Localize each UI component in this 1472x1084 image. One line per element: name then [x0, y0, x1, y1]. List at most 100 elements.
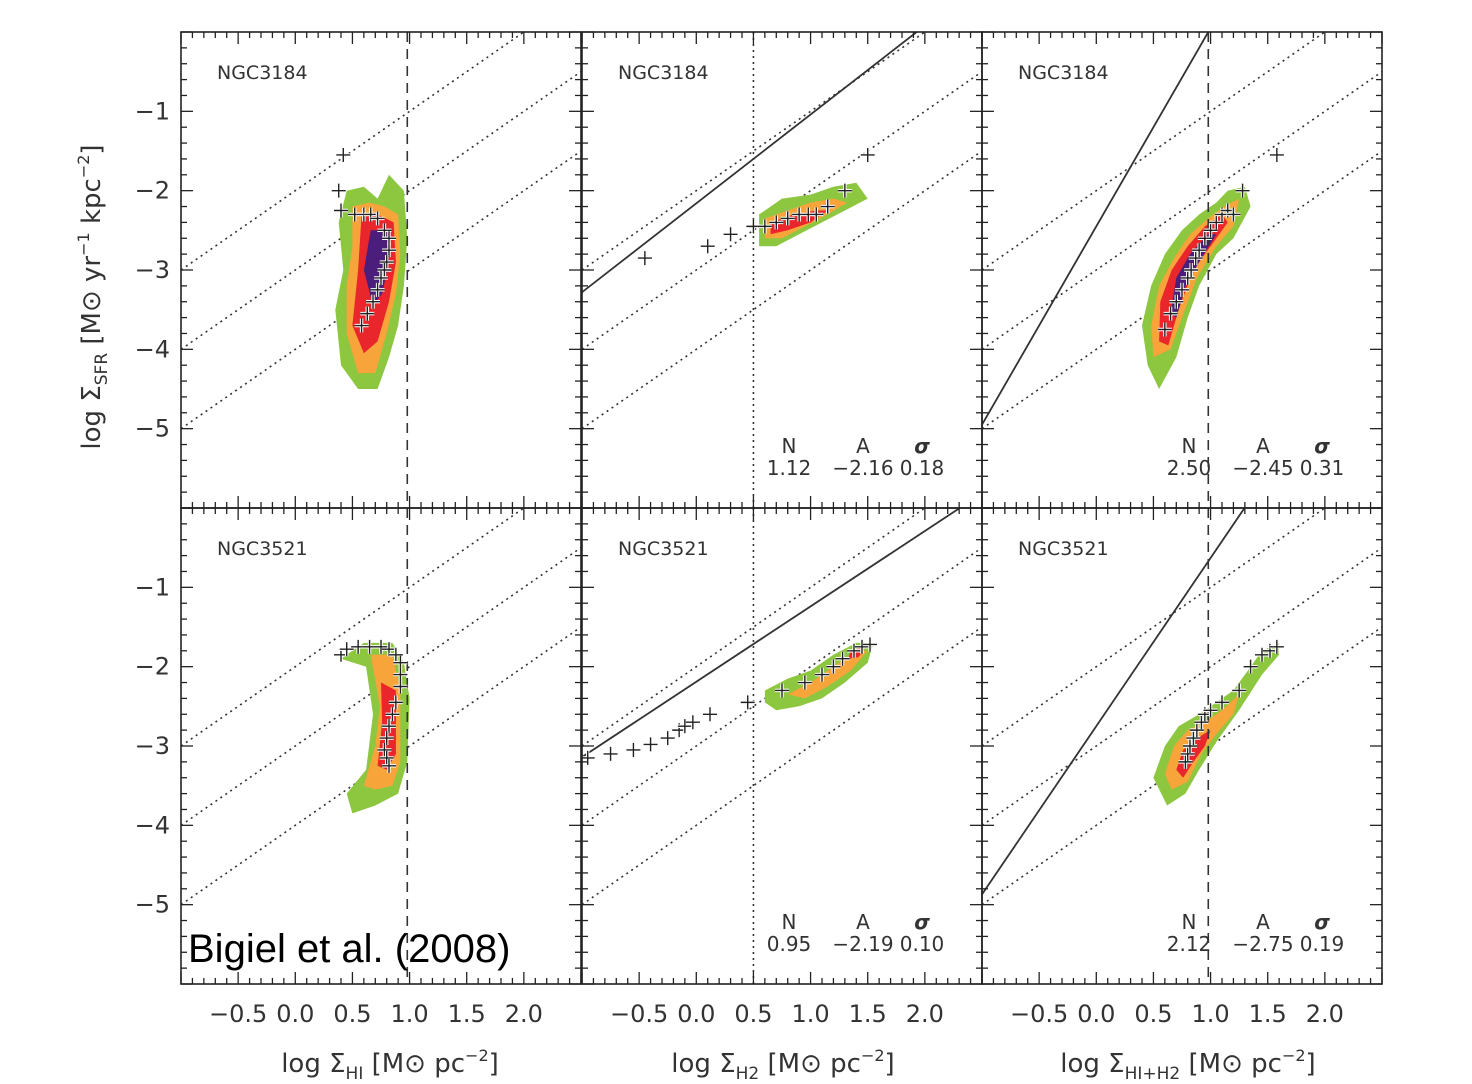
data-point — [393, 655, 408, 670]
data-point — [863, 637, 877, 652]
data-point — [1215, 695, 1229, 710]
galaxy-name-label: NGC3521 — [1018, 538, 1109, 560]
x-tick-label: 0.0 — [276, 1000, 314, 1028]
data-point — [1188, 251, 1203, 266]
data-point — [1157, 322, 1172, 337]
data-point — [1192, 243, 1207, 258]
x-tick-label: 0.5 — [333, 1000, 371, 1028]
x-tick-label: 0.5 — [734, 1000, 772, 1028]
data-point — [1203, 703, 1218, 718]
data-point — [382, 243, 396, 258]
data-point — [1175, 282, 1189, 297]
data-point — [1169, 294, 1184, 309]
data-point — [336, 147, 351, 162]
x-axis-title-1-sub: HI — [346, 1064, 364, 1084]
y-tick-label: −3 — [135, 732, 170, 760]
fit-header-sigma: σ — [1314, 434, 1330, 458]
data-point — [374, 270, 388, 285]
fit-header-n: N — [1182, 434, 1197, 458]
guide-line-1 — [982, 508, 1327, 747]
guide-line-3 — [582, 150, 982, 430]
fit-line — [582, 32, 919, 293]
data-point — [1184, 263, 1199, 277]
data-point — [740, 695, 755, 710]
data-point — [360, 306, 375, 321]
fit-value-a: −2.16 — [832, 456, 893, 480]
panel-r2c1: NGC3521 — [180, 507, 582, 985]
panel-plot-area — [181, 32, 581, 508]
data-point — [860, 147, 875, 162]
data-point — [801, 207, 816, 222]
x-axis-title-2-post: [M⊙ pc — [759, 1049, 861, 1079]
data-point — [385, 707, 400, 722]
data-point — [775, 683, 789, 698]
y-tick-label: −3 — [135, 256, 170, 284]
x-tick-label: −0.5 — [209, 1000, 267, 1028]
fit-header-a: A — [856, 910, 870, 934]
x-axis-title-2-end: ] — [885, 1049, 895, 1079]
data-point — [354, 318, 369, 333]
data-point — [1269, 147, 1284, 162]
data-point — [637, 251, 652, 266]
galaxy-name-label: NGC3184 — [1018, 62, 1109, 84]
y-tick-label: −5 — [135, 891, 170, 919]
x-axis-title-2: log ΣH2 [M⊙ pc−2] — [671, 1046, 894, 1084]
x-tick-label: 2.0 — [1306, 1000, 1344, 1028]
x-axis-title-3-pre: log Σ — [1060, 1049, 1124, 1079]
fit-header-sigma: σ — [1314, 910, 1330, 934]
y-tick-label: −5 — [135, 415, 170, 443]
fit-line — [982, 32, 1210, 426]
fit-value-sigma: 0.10 — [900, 932, 945, 956]
x-axis-title-1-pre: log Σ — [281, 1049, 345, 1079]
y-axis-title-post: [M⊙ yr — [77, 256, 107, 353]
data-point — [815, 667, 829, 682]
x-axis-title-3-post: [M⊙ pc — [1180, 1049, 1282, 1079]
data-point — [847, 643, 861, 658]
y-tick-label: −4 — [135, 335, 170, 363]
y-axis-title-mid: kpc — [77, 178, 107, 232]
fit-value-sigma: 0.31 — [1300, 456, 1345, 480]
data-point — [1197, 231, 1212, 246]
data-point — [377, 742, 392, 757]
y-tick-label: −1 — [135, 573, 170, 601]
fit-header-a: A — [1256, 910, 1270, 934]
x-tick-label: 0.0 — [677, 1000, 715, 1028]
data-point — [1186, 731, 1201, 746]
x-tick-label: 1.5 — [448, 1000, 486, 1028]
data-point — [1226, 207, 1241, 222]
x-tick-label: 1.5 — [849, 1000, 887, 1028]
fit-value-sigma: 0.18 — [900, 456, 945, 480]
data-point — [582, 750, 595, 765]
data-point — [379, 731, 394, 746]
contour-level-3 — [770, 210, 828, 235]
panel-plot-area — [982, 508, 1382, 984]
x-axis-title-1: log ΣHI [M⊙ pc−2] — [281, 1046, 499, 1084]
fit-header-sigma: σ — [914, 910, 930, 934]
panels-layer: NGC3184 NGC3184N1.12A−2.16σ0.18NGC3184N2.… — [180, 31, 1383, 985]
data-point — [377, 263, 392, 277]
data-point — [603, 746, 618, 761]
data-point — [370, 211, 385, 226]
y-axis-title-pre: log Σ — [77, 385, 107, 449]
panel-plot-area — [582, 508, 982, 984]
data-point — [1269, 639, 1284, 654]
data-point — [809, 207, 824, 222]
data-point — [331, 183, 346, 198]
y-axis-title-end: ] — [77, 144, 107, 154]
x-tick-label: −0.5 — [610, 1000, 668, 1028]
x-axis-title-1-post: [M⊙ pc — [363, 1049, 465, 1079]
x-axis-title-3-sup: −2 — [1282, 1046, 1306, 1065]
data-point — [370, 282, 385, 297]
data-point — [366, 294, 380, 309]
y-axis-title: log ΣSFR [M⊙ yr−1 kpc−2] — [74, 144, 112, 449]
data-point — [660, 731, 675, 746]
data-point — [677, 719, 692, 734]
data-point — [835, 651, 850, 666]
y-tick-label: −4 — [135, 811, 170, 839]
data-point — [377, 223, 392, 238]
x-axis-title-3: log ΣHI+H2 [M⊙ pc−2] — [1060, 1046, 1315, 1084]
x-tick-label: 1.0 — [1191, 1000, 1229, 1028]
data-point — [1243, 659, 1258, 674]
x-tick-label: 1.0 — [791, 1000, 829, 1028]
galaxy-name-label: NGC3184 — [217, 62, 308, 84]
